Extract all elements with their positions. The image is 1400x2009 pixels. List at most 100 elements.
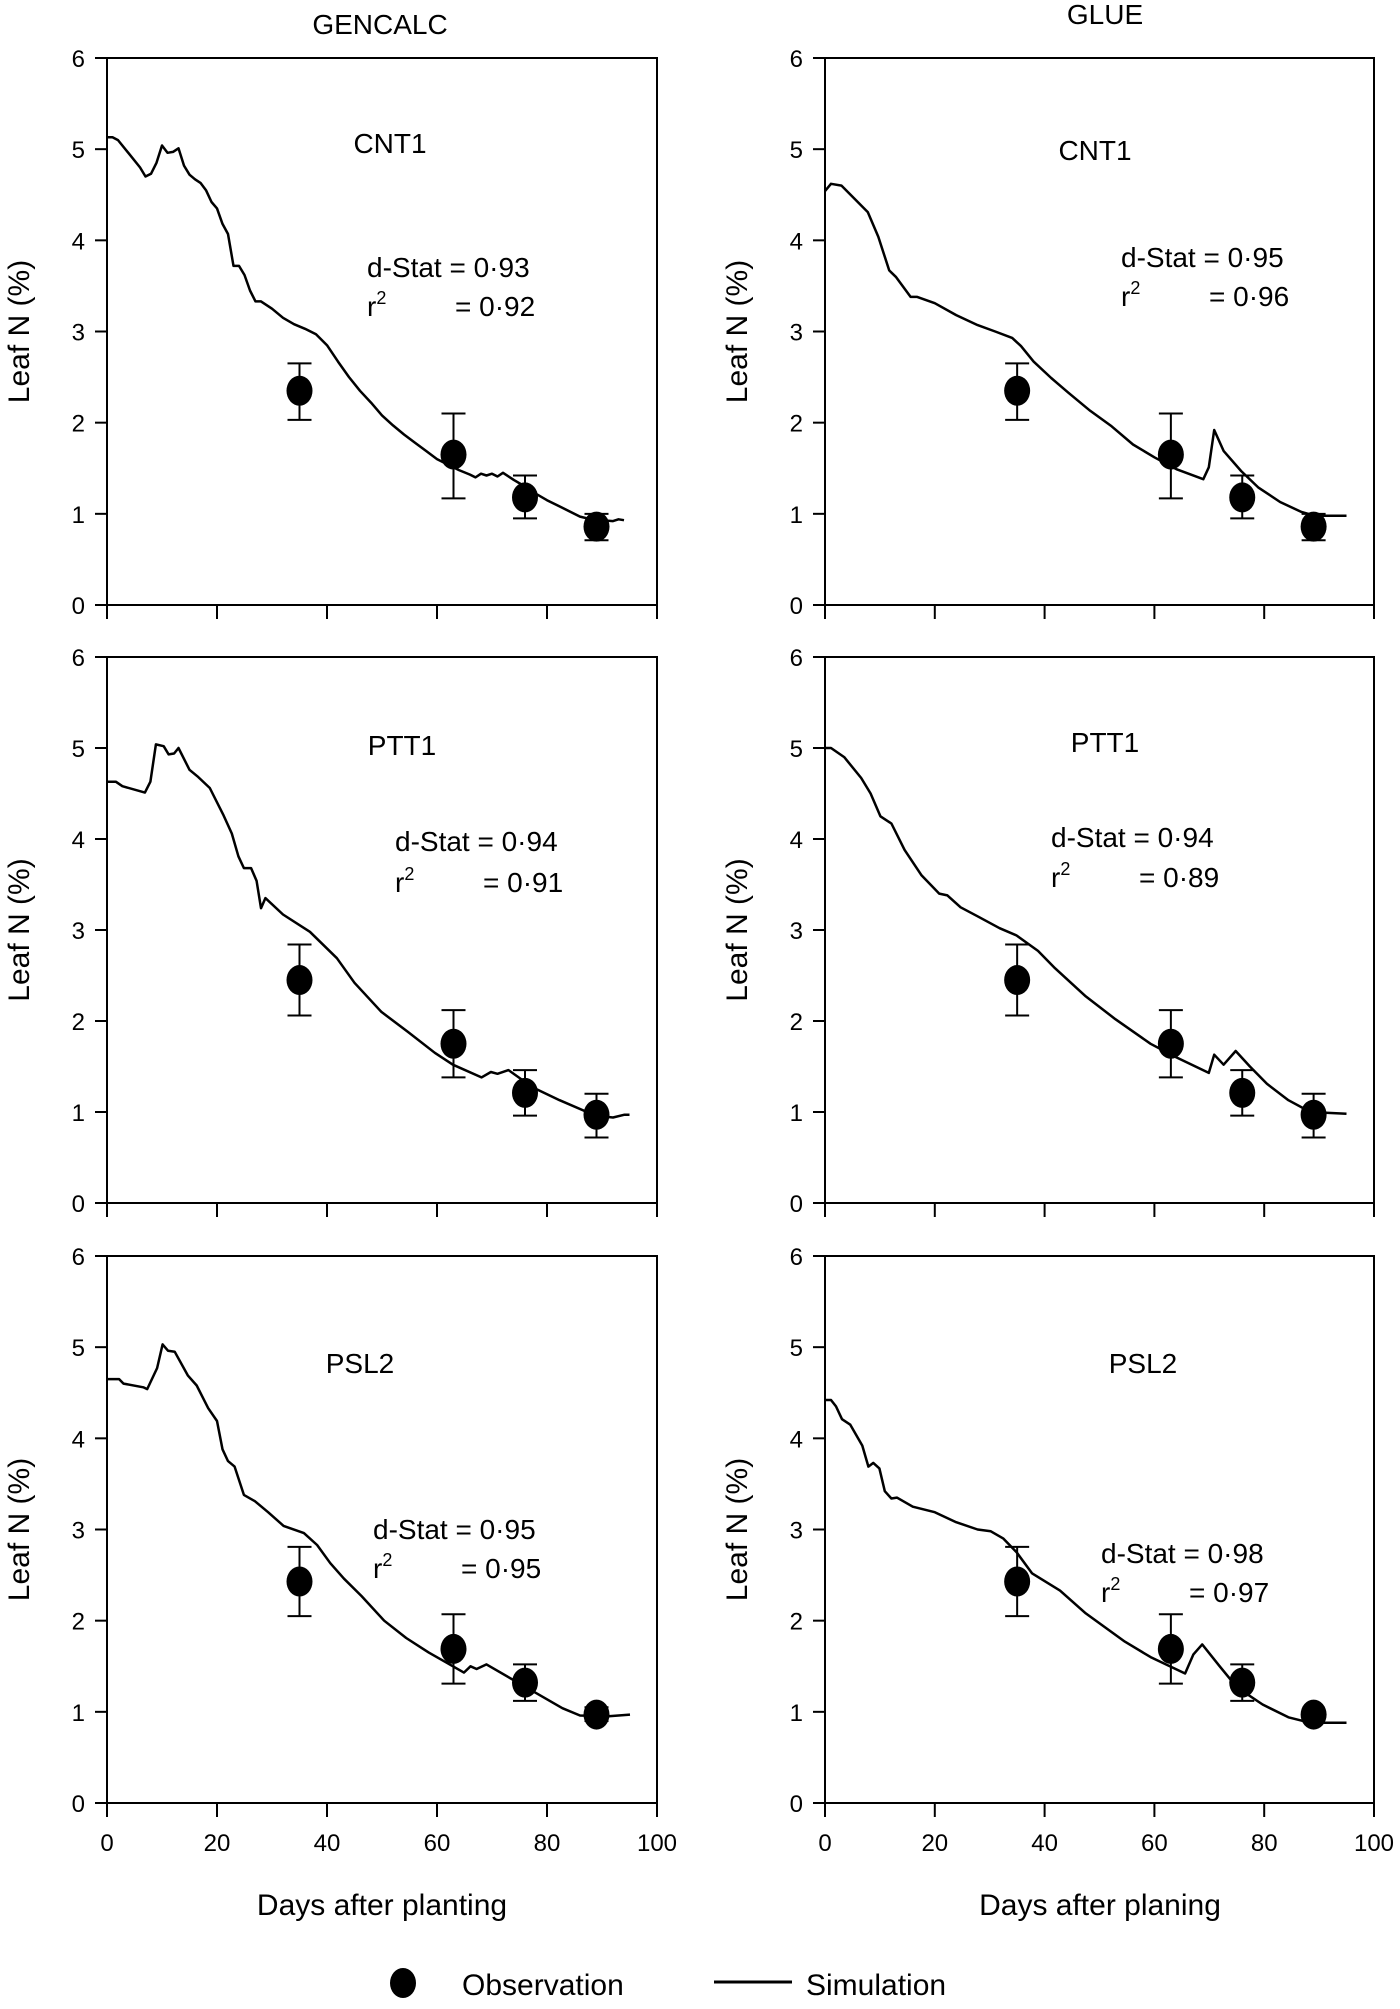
y-tick-label: 0 bbox=[72, 593, 85, 620]
observation-point bbox=[1157, 439, 1184, 470]
observation-point bbox=[583, 511, 610, 542]
x-tick-label: 0 bbox=[818, 1830, 831, 1857]
observation-point bbox=[286, 375, 313, 406]
x-tick-label: 60 bbox=[424, 1830, 451, 1857]
legend-observation-label: Observation bbox=[462, 1969, 624, 2002]
y-axis-label: Leaf N (%) bbox=[3, 1458, 36, 1601]
y-tick-label: 5 bbox=[72, 1335, 85, 1362]
panel-gencalc-ptt1: 0 1 2 3 4 5 6 Leaf N (%) PTT1 d-Stat = 0·94 r2 = 0·… bbox=[3, 645, 658, 1218]
y-tick-label: 1 bbox=[72, 502, 85, 529]
x-tick-label: 80 bbox=[534, 1830, 561, 1857]
y-axis-label: Leaf N (%) bbox=[721, 858, 754, 1001]
y-tick-label: 5 bbox=[72, 137, 85, 164]
y-tick-label: 5 bbox=[790, 736, 803, 763]
y-axis-label: Leaf N (%) bbox=[3, 260, 36, 403]
y-tick-label: 1 bbox=[790, 502, 803, 529]
y-tick-label: 2 bbox=[790, 1009, 803, 1036]
simulation-line bbox=[824, 182, 1347, 517]
panel-label: PSL2 bbox=[1109, 1348, 1178, 1379]
r-squared-annotation: r2 = 0·97 bbox=[1101, 1574, 1269, 1608]
y-tick-label: 3 bbox=[72, 1518, 85, 1545]
y-tick-label: 0 bbox=[72, 1791, 85, 1818]
panel-glue-ptt1: 0 1 2 3 4 5 6 Leaf N (%) PTT1 d-Stat = 0·94 r2 = 0·… bbox=[721, 645, 1375, 1218]
y-tick-label: 1 bbox=[790, 1100, 803, 1127]
y-tick-label: 3 bbox=[72, 320, 85, 347]
observation-point bbox=[1300, 1099, 1327, 1130]
r-squared-annotation: r2 = 0·92 bbox=[367, 288, 535, 322]
y-tick-label: 3 bbox=[790, 1518, 803, 1545]
simulation-line bbox=[825, 1398, 1347, 1725]
y-tick-label: 1 bbox=[72, 1100, 85, 1127]
y-tick-label: 1 bbox=[72, 1700, 85, 1727]
observation-point bbox=[1229, 1077, 1256, 1108]
observation-point bbox=[1300, 511, 1327, 542]
legend-simulation-label: Simulation bbox=[806, 1969, 946, 2002]
observation-point bbox=[512, 1667, 538, 1698]
y-tick-label: 0 bbox=[790, 1191, 803, 1218]
observation-point bbox=[440, 1633, 467, 1664]
y-tick-label: 6 bbox=[790, 46, 803, 73]
observation-point bbox=[583, 1699, 610, 1730]
x-axis-label-right: Days after planing bbox=[979, 1889, 1221, 1922]
x-tick-label: 40 bbox=[1031, 1830, 1058, 1857]
y-axis-label: Leaf N (%) bbox=[3, 858, 36, 1001]
x-axis-label-left: Days after planting bbox=[257, 1889, 507, 1922]
simulation-line bbox=[107, 136, 625, 523]
panel-label: CNT1 bbox=[353, 128, 426, 159]
y-tick-label: 5 bbox=[790, 1335, 803, 1362]
y-tick-label: 4 bbox=[72, 1426, 85, 1453]
y-tick-label: 6 bbox=[72, 645, 85, 672]
observation-point bbox=[583, 1099, 610, 1130]
observation-point bbox=[1004, 1566, 1031, 1597]
observation-point bbox=[1229, 1667, 1256, 1698]
simulation-line bbox=[107, 743, 630, 1119]
r-squared-annotation: r2 = 0·95 bbox=[373, 1550, 541, 1584]
panel-label: CNT1 bbox=[1058, 135, 1131, 166]
y-tick-label: 0 bbox=[790, 1791, 803, 1818]
observation-point bbox=[1157, 1028, 1184, 1059]
observation-point bbox=[440, 1028, 467, 1059]
d-stat-annotation: d-Stat = 0·94 bbox=[395, 826, 558, 857]
y-tick-label: 4 bbox=[72, 827, 85, 854]
y-tick-label: 2 bbox=[72, 1009, 85, 1036]
observation-point bbox=[512, 482, 538, 513]
y-tick-label: 6 bbox=[790, 645, 803, 672]
x-tick-label: 100 bbox=[637, 1830, 677, 1857]
x-tick-label: 0 bbox=[100, 1830, 113, 1857]
observation-point bbox=[1157, 1633, 1184, 1664]
d-stat-annotation: d-Stat = 0·94 bbox=[1051, 822, 1214, 853]
observation-point bbox=[1004, 965, 1031, 996]
y-tick-label: 4 bbox=[790, 228, 803, 255]
panel-label: PSL2 bbox=[326, 1348, 395, 1379]
y-tick-label: 4 bbox=[72, 228, 85, 255]
d-stat-annotation: d-Stat = 0·95 bbox=[373, 1514, 536, 1545]
d-stat-annotation: d-Stat = 0·93 bbox=[367, 252, 530, 283]
panel-label: PTT1 bbox=[1071, 727, 1139, 758]
y-tick-label: 2 bbox=[790, 1609, 803, 1636]
x-tick-label: 40 bbox=[314, 1830, 341, 1857]
y-tick-label: 0 bbox=[72, 1191, 85, 1218]
y-tick-label: 4 bbox=[790, 827, 803, 854]
y-tick-label: 0 bbox=[790, 593, 803, 620]
y-tick-label: 2 bbox=[72, 411, 85, 438]
x-tick-label: 60 bbox=[1141, 1830, 1168, 1857]
y-tick-label: 6 bbox=[72, 46, 85, 73]
legend-observation-marker bbox=[390, 1968, 416, 1998]
y-axis-label: Leaf N (%) bbox=[721, 1458, 754, 1601]
y-tick-label: 5 bbox=[790, 137, 803, 164]
y-tick-label: 1 bbox=[790, 1700, 803, 1727]
y-tick-label: 3 bbox=[72, 918, 85, 945]
d-stat-annotation: d-Stat = 0·98 bbox=[1101, 1538, 1264, 1569]
column-title-gencalc: GENCALC bbox=[312, 9, 447, 40]
simulation-line bbox=[107, 1343, 631, 1718]
plot-frame bbox=[824, 1255, 1375, 1804]
panel-label: PTT1 bbox=[368, 730, 436, 761]
r-squared-annotation: r2 = 0·89 bbox=[1051, 859, 1219, 893]
x-tick-label: 100 bbox=[1354, 1830, 1394, 1857]
y-tick-label: 4 bbox=[790, 1426, 803, 1453]
observation-point bbox=[1300, 1699, 1327, 1730]
observation-point bbox=[1229, 482, 1256, 513]
